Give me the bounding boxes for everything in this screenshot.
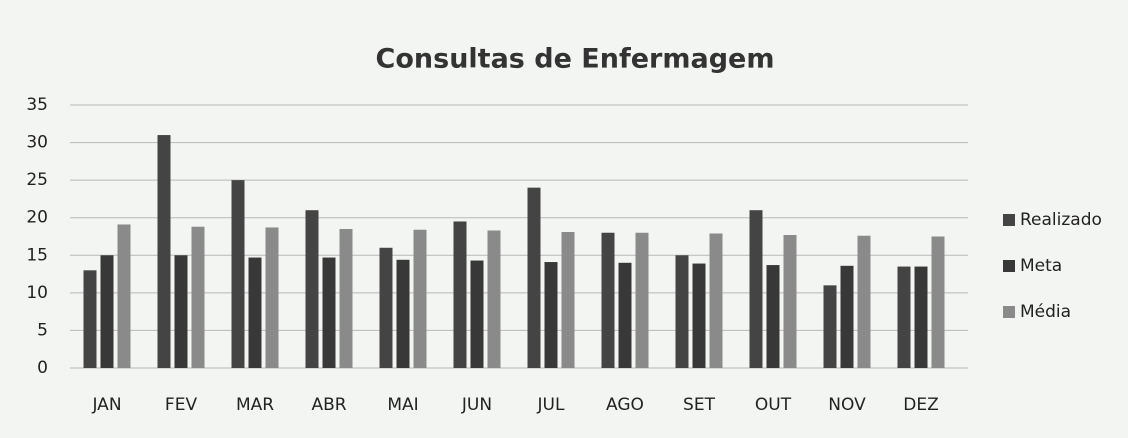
bar bbox=[454, 221, 467, 368]
bar bbox=[562, 232, 575, 368]
x-tick-label: MAI bbox=[387, 395, 418, 415]
bar bbox=[158, 135, 171, 368]
bar bbox=[898, 267, 911, 368]
legend-swatch bbox=[1003, 214, 1015, 226]
y-tick-label: 10 bbox=[26, 283, 48, 303]
x-tick-label: NOV bbox=[828, 395, 866, 415]
bar bbox=[306, 210, 319, 368]
bar bbox=[767, 265, 780, 368]
y-tick-label: 30 bbox=[26, 133, 48, 153]
x-tick-label: SET bbox=[683, 395, 716, 415]
y-tick-label: 35 bbox=[26, 95, 48, 115]
bar bbox=[84, 270, 97, 368]
bar bbox=[710, 233, 723, 368]
bar bbox=[545, 262, 558, 368]
bar bbox=[602, 233, 615, 368]
y-tick-label: 0 bbox=[37, 358, 48, 378]
bar bbox=[932, 237, 945, 369]
bar bbox=[266, 227, 279, 368]
x-tick-label: AGO bbox=[606, 395, 644, 415]
bar bbox=[636, 233, 649, 368]
bar bbox=[858, 236, 871, 368]
legend-swatch bbox=[1003, 260, 1015, 272]
legend-label: Meta bbox=[1020, 256, 1062, 276]
x-tick-label: MAR bbox=[236, 395, 274, 415]
bar bbox=[397, 260, 410, 368]
y-tick-label: 5 bbox=[37, 320, 48, 340]
bar bbox=[414, 230, 427, 368]
legend-swatch bbox=[1003, 306, 1015, 318]
x-tick-label: ABR bbox=[311, 395, 346, 415]
bar bbox=[841, 266, 854, 368]
x-tick-label: FEV bbox=[165, 395, 198, 415]
bar bbox=[232, 180, 245, 368]
bar bbox=[175, 255, 188, 368]
bar bbox=[118, 224, 131, 368]
bar bbox=[750, 210, 763, 368]
chart-title: Consultas de Enfermagem bbox=[376, 44, 775, 75]
y-tick-label: 15 bbox=[26, 245, 48, 265]
x-tick-label: DEZ bbox=[903, 395, 938, 415]
bar bbox=[323, 258, 336, 368]
bar bbox=[528, 188, 541, 368]
bar bbox=[471, 261, 484, 368]
x-tick-label: OUT bbox=[755, 395, 792, 415]
bar bbox=[915, 267, 928, 368]
y-tick-label: 25 bbox=[26, 170, 48, 190]
legend-label: Média bbox=[1020, 302, 1071, 322]
bar bbox=[824, 285, 837, 368]
bar bbox=[676, 255, 689, 368]
bar bbox=[784, 235, 797, 368]
bar bbox=[340, 229, 353, 368]
chart: Consultas de Enfermagem 0 5 10 15 20 25 30 35 JA… bbox=[0, 0, 1128, 438]
bar bbox=[488, 230, 501, 368]
bar bbox=[249, 258, 262, 368]
bar bbox=[619, 263, 632, 368]
bar bbox=[693, 264, 706, 368]
x-tick-label: JUL bbox=[537, 395, 565, 415]
legend-label: Realizado bbox=[1020, 210, 1102, 230]
bar bbox=[192, 227, 205, 368]
bar bbox=[101, 255, 114, 368]
x-tick-label: JUN bbox=[461, 395, 492, 415]
y-tick-label: 20 bbox=[26, 208, 48, 228]
x-tick-label: JAN bbox=[91, 395, 121, 415]
bar bbox=[380, 248, 393, 368]
